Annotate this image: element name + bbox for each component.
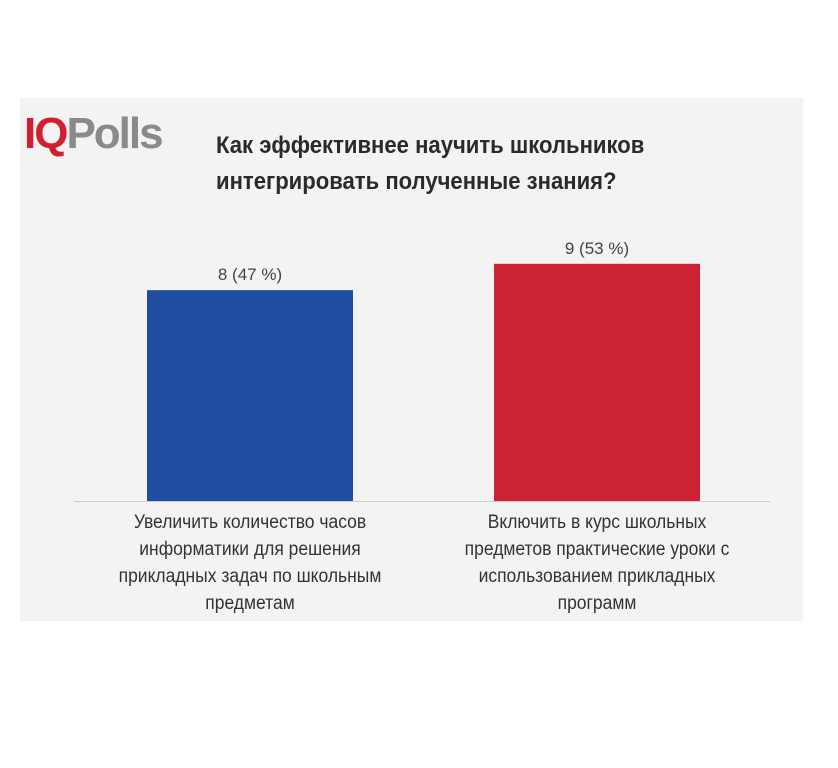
- iqpolls-logo: IQPolls: [24, 109, 164, 158]
- category-label-2: Включить в курс школьных предметов практ…: [464, 512, 730, 614]
- bar-chart-svg: 8 (47 %) 9 (53 %): [74, 239, 770, 502]
- poll-panel: IQPolls Как эффективнее научить школьник…: [20, 98, 803, 621]
- bar-1: [147, 290, 353, 501]
- logo-iq-text: IQ: [24, 109, 68, 158]
- category-label-1: Увеличить количество часов информатики д…: [118, 512, 382, 614]
- bar-2: [494, 263, 700, 501]
- logo-polls-text: Polls: [66, 109, 163, 158]
- poll-question-title: Как эффективнее научить школьников интег…: [216, 132, 645, 195]
- bar-value-label-2: 9 (53 %): [565, 239, 629, 258]
- bar-chart: 8 (47 %) 9 (53 %) Увеличить количество ча…: [20, 98, 803, 621]
- bar-value-label-1: 8 (47 %): [218, 265, 282, 284]
